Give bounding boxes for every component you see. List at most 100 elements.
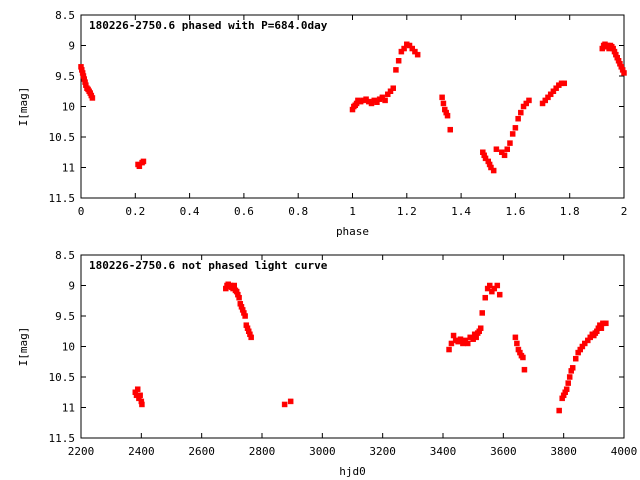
data-point — [556, 407, 562, 414]
data-point — [248, 334, 254, 341]
x-tick-label: 0 — [78, 205, 85, 218]
x-axis-label: hjd0 — [339, 465, 366, 478]
x-tick-label: 0.2 — [125, 205, 145, 218]
x-tick-label: 2800 — [249, 445, 276, 458]
data-point — [515, 115, 521, 122]
y-tick-label: 11.5 — [49, 192, 76, 205]
data-point — [509, 131, 516, 137]
data-point — [444, 112, 451, 119]
y-axis-label: I[mag] — [17, 87, 30, 127]
x-tick-label: 2400 — [128, 445, 155, 458]
x-tick-label: 1 — [349, 205, 356, 218]
x-tick-label: 1.4 — [451, 205, 471, 218]
data-point — [450, 332, 457, 339]
data-point — [231, 282, 237, 289]
x-tick-label: 3600 — [490, 445, 517, 458]
y-tick-label: 11.5 — [49, 432, 76, 445]
data-point — [482, 294, 488, 301]
data-point — [414, 51, 421, 58]
y-tick-label: 8.5 — [55, 249, 75, 262]
x-tick-label: 0.8 — [288, 205, 308, 218]
data-point — [526, 97, 532, 104]
data-point — [393, 67, 399, 73]
x-tick-label: 2200 — [68, 445, 95, 458]
data-point — [514, 340, 520, 347]
x-tick-label: 4000 — [611, 445, 638, 458]
y-tick-label: 10.5 — [49, 371, 76, 384]
data-point — [493, 146, 500, 152]
x-tick-label: 3800 — [550, 445, 577, 458]
x-tick-label: 1.6 — [505, 205, 525, 218]
data-point — [494, 282, 501, 289]
x-tick-label: 0.4 — [180, 205, 200, 218]
x-tick-label: 3200 — [369, 445, 396, 458]
y-tick-label: 8.5 — [55, 9, 75, 22]
data-point — [491, 285, 498, 292]
data-point — [521, 366, 528, 373]
data-point — [287, 398, 294, 405]
data-point — [565, 380, 571, 386]
x-axis-label: phase — [336, 225, 369, 238]
data-point — [598, 325, 605, 331]
data-point — [512, 334, 519, 341]
data-point — [512, 125, 519, 131]
data-point — [621, 70, 627, 76]
data-point — [566, 374, 573, 380]
data-point — [390, 85, 396, 91]
x-tick-label: 1.2 — [397, 205, 417, 218]
data-point — [582, 340, 588, 347]
x-tick-label: 3400 — [430, 445, 457, 458]
y-tick-label: 9.5 — [55, 70, 75, 83]
x-tick-label: 0.6 — [234, 205, 254, 218]
data-point — [89, 95, 96, 101]
data-point — [242, 313, 248, 319]
data-point — [440, 100, 447, 107]
data-point — [382, 97, 388, 104]
data-point — [487, 282, 493, 289]
y-axis-label: I[mag] — [17, 327, 30, 367]
data-point — [504, 146, 511, 152]
plot-frame — [80, 254, 625, 439]
y-tick-label: 11 — [62, 162, 75, 175]
data-point — [490, 167, 497, 174]
data-point — [281, 401, 288, 408]
x-tick-label: 1.8 — [560, 205, 580, 218]
data-point — [140, 158, 147, 165]
data-point — [520, 354, 526, 361]
y-tick-label: 10 — [62, 101, 75, 114]
x-tick-label: 2 — [621, 205, 628, 218]
data-point — [563, 386, 570, 392]
data-point — [446, 346, 452, 353]
y-tick-label: 10.5 — [49, 131, 76, 144]
y-tick-label: 9.5 — [55, 310, 75, 323]
data-point — [447, 126, 453, 133]
data-point — [479, 310, 485, 316]
data-point — [501, 152, 508, 159]
phased-chart: 0 0.2 0.4 0.6 0.8 1 1.2 1.4 1.6 1.8 2 8.5 9 9.5 10 10.5… — [17, 9, 627, 238]
data-point — [439, 94, 445, 101]
data-point — [139, 401, 145, 408]
data-point — [603, 320, 609, 327]
y-tick-label: 10 — [62, 341, 75, 354]
chart-title: 180226-2750.6 not phased light curve — [89, 259, 328, 272]
chart-title: 180226-2750.6 phased with P=684.0day — [89, 19, 328, 32]
x-tick-label: 2600 — [188, 445, 215, 458]
data-point — [507, 140, 513, 146]
y-tick-label: 9 — [68, 40, 75, 53]
x-tick-label: 3000 — [309, 445, 336, 458]
data-point — [395, 58, 402, 64]
data-point — [134, 386, 141, 392]
data-point — [572, 355, 579, 362]
data-point — [236, 294, 242, 301]
y-tick-label: 9 — [68, 280, 75, 293]
data-point — [569, 365, 576, 371]
data-point — [477, 325, 484, 331]
y-tick-label: 11 — [62, 402, 75, 415]
data-point — [448, 340, 455, 347]
data-point — [464, 340, 471, 347]
data-point — [137, 392, 143, 399]
unphased-chart: 2200 2400 2600 2800 3000 3200 3400 3600 3800 4000… — [17, 249, 637, 478]
data-point — [518, 109, 524, 116]
